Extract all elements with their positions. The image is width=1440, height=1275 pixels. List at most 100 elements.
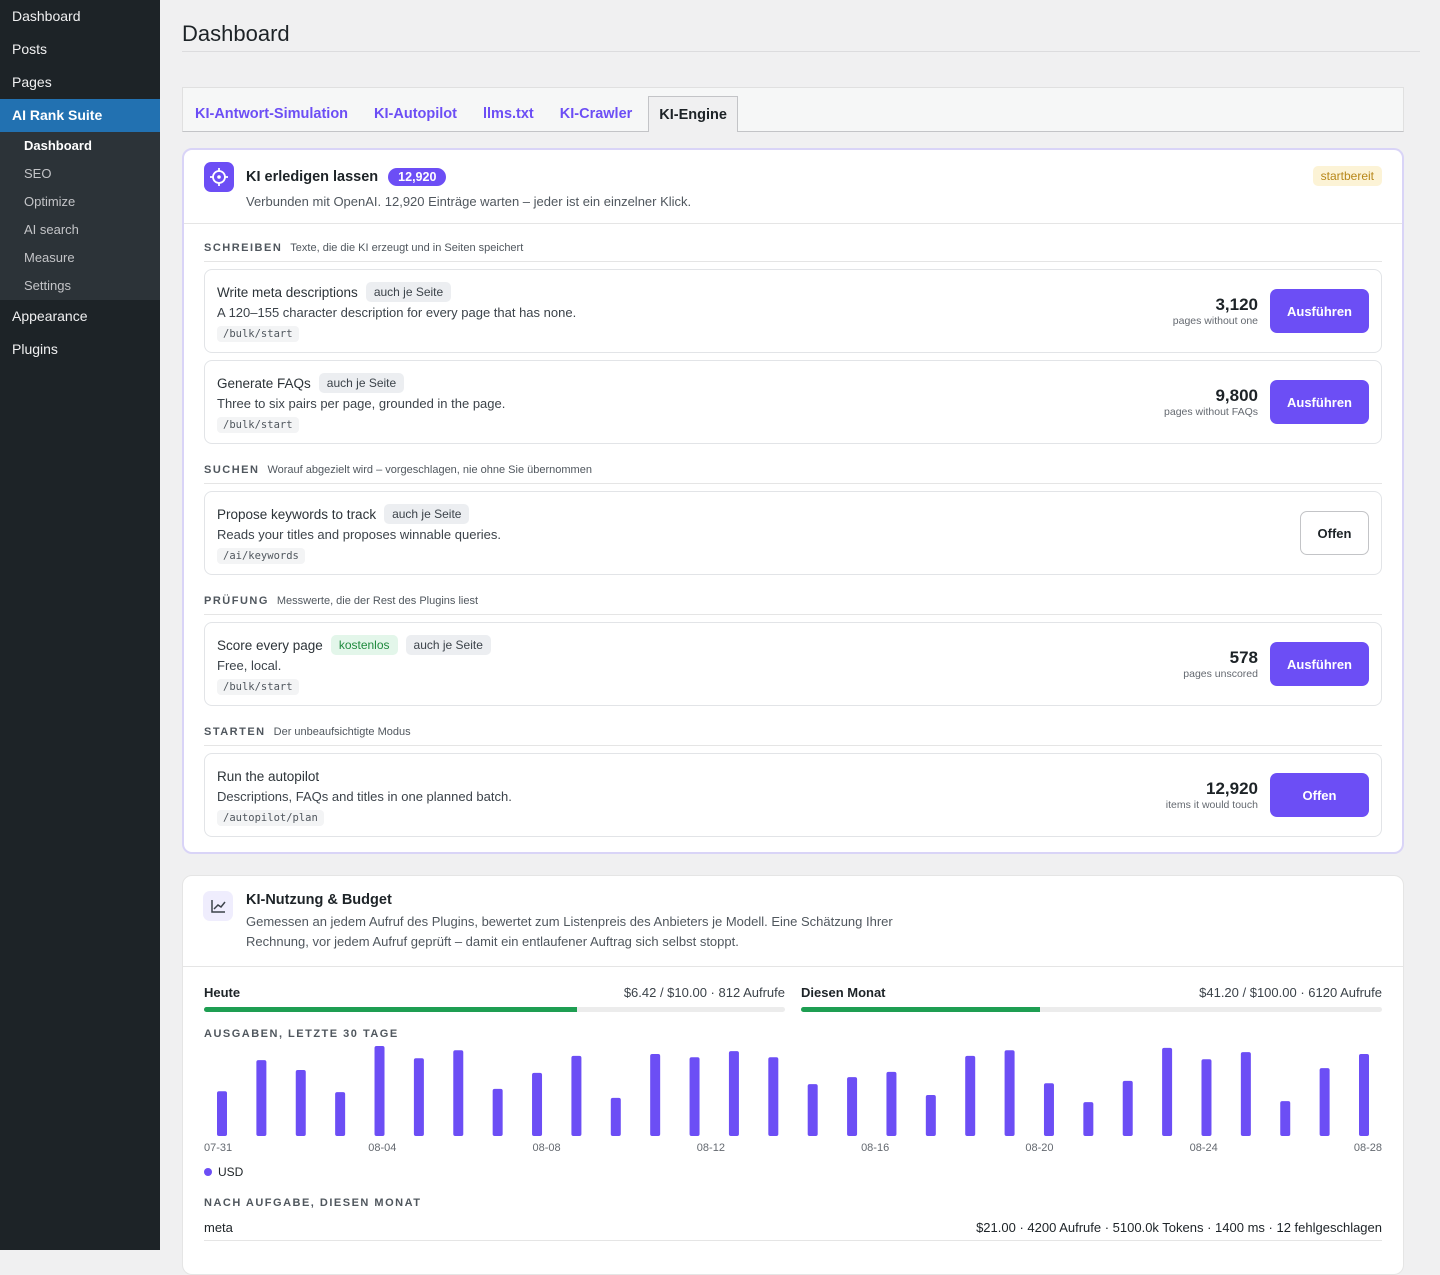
x-tick-label: 07-31 (204, 1142, 233, 1154)
run-button[interactable]: Offen (1270, 773, 1369, 817)
run-button[interactable]: Offen (1300, 511, 1369, 555)
task-actions: 9,800 pages without FAQs Ausführen (1164, 361, 1369, 443)
task: Run the autopilot Descriptions, FAQs and … (204, 753, 1382, 837)
meters: Heute $6.42 / $10.00 · 812 Aufrufe Diesen … (204, 985, 1382, 1012)
section-heading: PRÜFUNG (204, 594, 269, 607)
bar (295, 1070, 306, 1136)
section-desc: Messwerte, die der Rest des Plugins lies… (276, 594, 479, 607)
tab[interactable]: llms.txt (483, 106, 534, 122)
task-desc: Reads your titles and proposes winnable … (217, 527, 502, 542)
bar (1359, 1054, 1369, 1136)
run-button[interactable]: Ausführen (1270, 642, 1369, 686)
bar (217, 1091, 227, 1136)
submenu-item[interactable]: Settings (24, 278, 71, 293)
submenu-item[interactable]: Measure (24, 250, 75, 265)
usage-title: KI-Nutzung & Budget (246, 892, 392, 908)
section-header: SUCHEN Worauf abgezielt wird – vorgeschla… (204, 456, 1382, 484)
meter-text: $6.42 / $10.00 · 812 Aufrufe (623, 985, 785, 1000)
meter-track (204, 1007, 785, 1012)
tabs: KI-Antwort-Simulation KI-Autopilot llms.tx… (182, 87, 1404, 132)
meter-labels: Diesen Monat $41.20 / $100.00 · 6120 Aufr… (801, 985, 1382, 1003)
menu-item[interactable]: Posts (12, 41, 48, 57)
menu-item[interactable]: Dashboard (12, 8, 81, 24)
meter-labels: Heute $6.42 / $10.00 · 812 Aufrufe (204, 985, 785, 1003)
bar (1122, 1080, 1133, 1136)
task-title: Generate FAQs (217, 375, 311, 391)
task: Score every page kostenlos auch je Seite Fr… (204, 622, 1382, 706)
run-button[interactable]: Ausführen (1270, 380, 1369, 424)
task-title-row: Run the autopilot (217, 766, 1369, 786)
usage-header: KI-Nutzung & Budget Gemessen an jedem Au… (183, 876, 1403, 967)
task-title-row: Score every page kostenlos auch je Seite (217, 635, 1369, 655)
count: 3,120 pages without one (1173, 295, 1258, 327)
tag: auch je Seite (405, 635, 491, 655)
tag-free: kostenlos (330, 635, 398, 655)
bar (650, 1054, 661, 1136)
tab[interactable]: KI-Antwort-Simulation (195, 106, 349, 122)
engine-title: KI erledigen lassen (246, 169, 379, 185)
section-header: PRÜFUNG Messwerte, die der Rest des Plugi… (204, 587, 1382, 615)
task-title-row: Write meta descriptions auch je Seite (217, 282, 1369, 302)
submenu-item[interactable]: Dashboard (24, 138, 92, 153)
bar (886, 1071, 897, 1136)
task: Generate FAQs auch je Seite Three to six p… (204, 360, 1382, 444)
section-heading: STARTEN (204, 725, 266, 738)
tab[interactable]: KI-Autopilot (374, 106, 457, 122)
count-value: 3,120 (1215, 295, 1258, 314)
x-tick-label: 08-28 (1353, 1142, 1382, 1154)
usage-card: KI-Nutzung & Budget Gemessen an jedem Au… (182, 875, 1404, 1275)
menu-item-active[interactable]: AI Rank Suite (0, 99, 160, 132)
count-value: 9,800 (1215, 386, 1258, 405)
task-desc: Three to six pairs per page, grounded in… (217, 396, 506, 411)
section-desc: Worauf abgezielt wird – vorgeschlagen, n… (267, 463, 592, 476)
bar (965, 1055, 976, 1136)
tab[interactable]: KI-Engine (648, 96, 738, 132)
endpoint: /autopilot/plan (217, 810, 324, 826)
run-button[interactable]: Ausführen (1270, 289, 1369, 333)
count-label: pages without FAQs (1164, 406, 1258, 418)
count: 9,800 pages without FAQs (1164, 386, 1258, 418)
bar (571, 1055, 582, 1136)
task-desc: Free, local. (217, 658, 282, 673)
task-title-row: Generate FAQs auch je Seite (217, 373, 1369, 393)
x-tick-label: 08-20 (1025, 1142, 1054, 1154)
count: 12,920 items it would touch (1166, 779, 1258, 811)
task-actions: 12,920 items it would touch Offen (1166, 754, 1369, 836)
bar (768, 1057, 779, 1136)
page-title: Dashboard (182, 0, 1420, 52)
submenu-item[interactable]: SEO (24, 166, 52, 181)
section-header: SCHREIBEN Texte, die die KI erzeugt und i… (204, 234, 1382, 262)
x-tick-label: 08-16 (861, 1142, 890, 1154)
count-label: pages unscored (1183, 668, 1258, 680)
x-labels: 07-31 08-04 08-08 08-12 08-16 08-20 08-24 08-28 (204, 1142, 1382, 1154)
bar (728, 1051, 739, 1136)
menu-item[interactable]: Appearance (12, 308, 88, 324)
task: Propose keywords to track auch je Seite Re… (204, 491, 1382, 575)
meter: Diesen Monat $41.20 / $100.00 · 6120 Aufr… (801, 985, 1382, 1012)
x-tick-label: 08-04 (368, 1142, 397, 1154)
section-heading: SUCHEN (204, 463, 260, 476)
menu-item[interactable]: Pages (12, 74, 52, 90)
bar (374, 1046, 385, 1136)
meter-fill (204, 1007, 577, 1012)
count-label: pages without one (1172, 315, 1258, 327)
bar (492, 1088, 503, 1136)
bar (807, 1084, 818, 1136)
submenu-item[interactable]: AI search (24, 222, 79, 237)
submenu-item[interactable]: Optimize (24, 194, 76, 209)
chart (217, 1046, 1369, 1136)
chart-title: AUSGABEN, LETZTE 30 TAGE (204, 1028, 399, 1040)
task: Write meta descriptions auch je Seite A 12… (204, 269, 1382, 353)
tab[interactable]: KI-Crawler (559, 106, 633, 122)
task-desc: Descriptions, FAQs and titles in one pla… (217, 789, 512, 804)
meter-label: Diesen Monat (801, 985, 886, 1000)
sidebar: Dashboard Posts Pages AI Rank Suite Dashboar… (0, 0, 160, 1250)
x-tick-label: 08-08 (532, 1142, 561, 1154)
sections: SCHREIBEN Texte, die die KI erzeugt und i… (204, 234, 1382, 837)
legend-dot (204, 1168, 212, 1176)
usage-desc: Gemessen an jedem Aufruf des Plugins, be… (246, 914, 893, 949)
bar (1083, 1102, 1094, 1136)
menu-item[interactable]: Plugins (12, 341, 58, 357)
status: startbereit (1312, 166, 1382, 186)
